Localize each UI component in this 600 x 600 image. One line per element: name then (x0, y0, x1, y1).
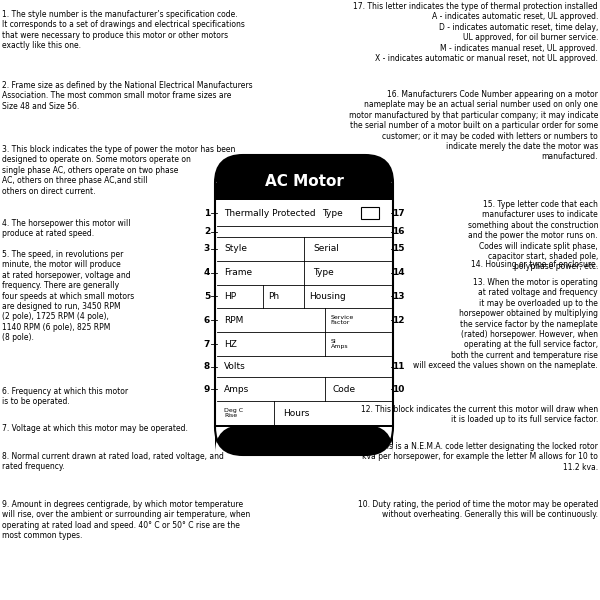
Bar (361, 207, 379, 219)
Text: Ph: Ph (268, 292, 280, 301)
Text: HP: HP (224, 292, 236, 301)
Text: 5. The speed, in revolutions per
minute, the motor will produce
at rated horsepo: 5. The speed, in revolutions per minute,… (2, 250, 134, 342)
Text: 13. When the motor is operating
at rated voltage and frequency
it may be overloa: 13. When the motor is operating at rated… (413, 278, 598, 370)
Text: Type: Type (313, 268, 334, 277)
Text: 7. Voltage at which this motor may be operated.: 7. Voltage at which this motor may be op… (2, 424, 188, 433)
Text: 6. Frequency at which this motor
is to be operated.: 6. Frequency at which this motor is to b… (2, 387, 128, 406)
Text: 6: 6 (204, 316, 210, 325)
Text: Hours: Hours (283, 409, 309, 418)
Text: 10: 10 (392, 385, 404, 394)
Text: Style: Style (224, 244, 247, 253)
FancyBboxPatch shape (215, 425, 393, 455)
Text: HZ: HZ (224, 340, 237, 349)
Text: 16. Manufacturers Code Number appearing on a motor
nameplate may be an actual se: 16. Manufacturers Code Number appearing … (349, 90, 598, 161)
Text: 2: 2 (204, 227, 210, 236)
FancyBboxPatch shape (215, 155, 393, 200)
Text: 16: 16 (392, 227, 404, 236)
Text: 17. This letter indicates the type of thermal protection installed
A - indicates: 17. This letter indicates the type of th… (353, 2, 598, 63)
Text: 4. The horsepower this motor will
produce at rated speed.: 4. The horsepower this motor will produc… (2, 219, 131, 238)
Text: Housing: Housing (310, 292, 346, 301)
Text: 14. Housing or type of enclosure.: 14. Housing or type of enclosure. (471, 260, 598, 269)
Text: 5: 5 (204, 292, 210, 301)
Text: 12. This block indicates the current this motor will draw when
it is loaded up t: 12. This block indicates the current thi… (361, 405, 598, 424)
Text: Type: Type (322, 209, 343, 218)
Text: 8. Normal current drawn at rated load, rated voltage, and
rated frequency.: 8. Normal current drawn at rated load, r… (2, 452, 224, 472)
Text: 3. This block indicates the type of power the motor has been
designed to operate: 3. This block indicates the type of powe… (2, 145, 235, 196)
Text: 7: 7 (204, 340, 210, 349)
Text: 11: 11 (392, 362, 404, 371)
Text: Volts: Volts (224, 362, 245, 371)
Text: Service
Factor: Service Factor (331, 315, 354, 325)
Text: 9. Amount in degrees centigrade, by which motor temperature
will rise, over the : 9. Amount in degrees centigrade, by whic… (2, 500, 250, 540)
Text: Frame: Frame (224, 268, 252, 277)
Text: RPM: RPM (224, 316, 243, 325)
Text: 2. Frame size as defined by the National Electrical Manufacturers
Association. T: 2. Frame size as defined by the National… (2, 81, 253, 111)
Text: 3: 3 (204, 244, 210, 253)
Text: Thermally Protected: Thermally Protected (224, 209, 316, 218)
Text: 4: 4 (204, 268, 210, 277)
Text: 10. Duty rating, the period of time the motor may be operated
without overheatin: 10. Duty rating, the period of time the … (358, 500, 598, 520)
Text: 8: 8 (204, 362, 210, 371)
Text: 15. Type letter code that each
manufacturer uses to indicate
something about the: 15. Type letter code that each manufactu… (467, 200, 598, 271)
Bar (215, 183, 393, 200)
Text: 1: 1 (204, 209, 210, 218)
Text: 14: 14 (392, 268, 404, 277)
Text: Serial: Serial (313, 244, 339, 253)
Text: Amps: Amps (224, 385, 249, 394)
Text: 13: 13 (392, 292, 404, 301)
Text: SI
Amps: SI Amps (331, 339, 349, 349)
Text: 15: 15 (392, 244, 404, 253)
Text: 1. The style number is the manufacturer’s specification code.
It corresponds to : 1. The style number is the manufacturer’… (2, 10, 245, 50)
Text: AC Motor: AC Motor (265, 174, 343, 189)
FancyBboxPatch shape (215, 155, 393, 455)
Text: 12: 12 (392, 316, 404, 325)
Text: 17: 17 (392, 209, 404, 218)
Text: Code: Code (332, 385, 356, 394)
Text: 11. This is a N.E.M.A. code letter designating the locked rotor
kva per horsepow: 11. This is a N.E.M.A. code letter desig… (362, 442, 598, 472)
Bar (215, 425, 393, 427)
Text: Deg C
Rise: Deg C Rise (224, 408, 243, 418)
Text: 9: 9 (204, 385, 210, 394)
